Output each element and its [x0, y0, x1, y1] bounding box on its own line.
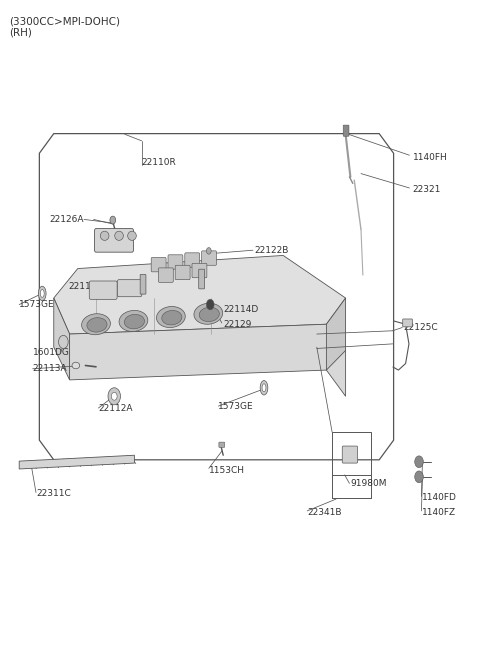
Text: 1573GE: 1573GE	[19, 300, 55, 309]
FancyBboxPatch shape	[199, 269, 204, 289]
Text: 1140FD: 1140FD	[422, 493, 457, 502]
FancyBboxPatch shape	[403, 319, 412, 327]
Ellipse shape	[262, 384, 266, 392]
Ellipse shape	[260, 381, 268, 395]
Text: 22129: 22129	[223, 320, 252, 329]
Circle shape	[415, 471, 423, 483]
Text: 22122B: 22122B	[254, 246, 289, 255]
Text: 22341B: 22341B	[307, 508, 342, 517]
FancyBboxPatch shape	[151, 257, 166, 272]
Ellipse shape	[199, 307, 219, 322]
Ellipse shape	[156, 307, 185, 328]
Ellipse shape	[119, 310, 148, 331]
FancyBboxPatch shape	[219, 442, 225, 447]
Polygon shape	[54, 298, 70, 380]
Text: 91980M: 91980M	[350, 479, 387, 488]
Text: 1140FZ: 1140FZ	[422, 508, 456, 517]
FancyBboxPatch shape	[202, 251, 216, 265]
Text: 22125C: 22125C	[403, 323, 438, 332]
Ellipse shape	[128, 231, 136, 240]
Circle shape	[111, 392, 117, 400]
Text: (3300CC>MPI-DOHC): (3300CC>MPI-DOHC)	[10, 16, 120, 26]
Circle shape	[206, 299, 214, 310]
Text: 22110R: 22110R	[142, 158, 176, 167]
Polygon shape	[326, 298, 346, 370]
Text: 22126A: 22126A	[49, 215, 84, 224]
Polygon shape	[54, 255, 346, 334]
Text: 22113A: 22113A	[33, 364, 67, 373]
Ellipse shape	[124, 314, 144, 329]
Ellipse shape	[82, 314, 110, 335]
Ellipse shape	[115, 231, 123, 240]
FancyBboxPatch shape	[343, 125, 349, 136]
Ellipse shape	[162, 310, 182, 325]
Text: 22114D: 22114D	[223, 305, 258, 314]
Text: 22114D: 22114D	[68, 282, 103, 291]
FancyBboxPatch shape	[118, 280, 142, 297]
Circle shape	[108, 388, 120, 405]
FancyBboxPatch shape	[89, 281, 117, 299]
FancyBboxPatch shape	[95, 229, 133, 252]
Polygon shape	[19, 455, 134, 469]
Circle shape	[415, 456, 423, 468]
Ellipse shape	[72, 362, 80, 369]
FancyBboxPatch shape	[342, 446, 358, 463]
Text: (RH): (RH)	[10, 28, 33, 37]
FancyBboxPatch shape	[175, 265, 190, 280]
Ellipse shape	[40, 290, 44, 297]
Text: 1601DG: 1601DG	[33, 348, 70, 357]
Ellipse shape	[100, 231, 109, 240]
Circle shape	[110, 216, 116, 224]
Ellipse shape	[194, 303, 223, 324]
FancyBboxPatch shape	[185, 253, 200, 267]
Circle shape	[59, 335, 68, 348]
Text: 1140FH: 1140FH	[413, 153, 447, 162]
Text: 1153CH: 1153CH	[209, 466, 245, 475]
Text: 22112A: 22112A	[98, 403, 133, 413]
FancyBboxPatch shape	[192, 263, 207, 278]
Text: 22321: 22321	[413, 185, 441, 195]
FancyBboxPatch shape	[140, 274, 146, 294]
Ellipse shape	[87, 318, 107, 332]
FancyBboxPatch shape	[168, 255, 183, 269]
Ellipse shape	[38, 286, 46, 301]
FancyBboxPatch shape	[158, 268, 173, 282]
Text: 1573GE: 1573GE	[218, 402, 254, 411]
Text: 22311C: 22311C	[36, 489, 71, 498]
Polygon shape	[70, 324, 346, 396]
Circle shape	[206, 248, 211, 254]
